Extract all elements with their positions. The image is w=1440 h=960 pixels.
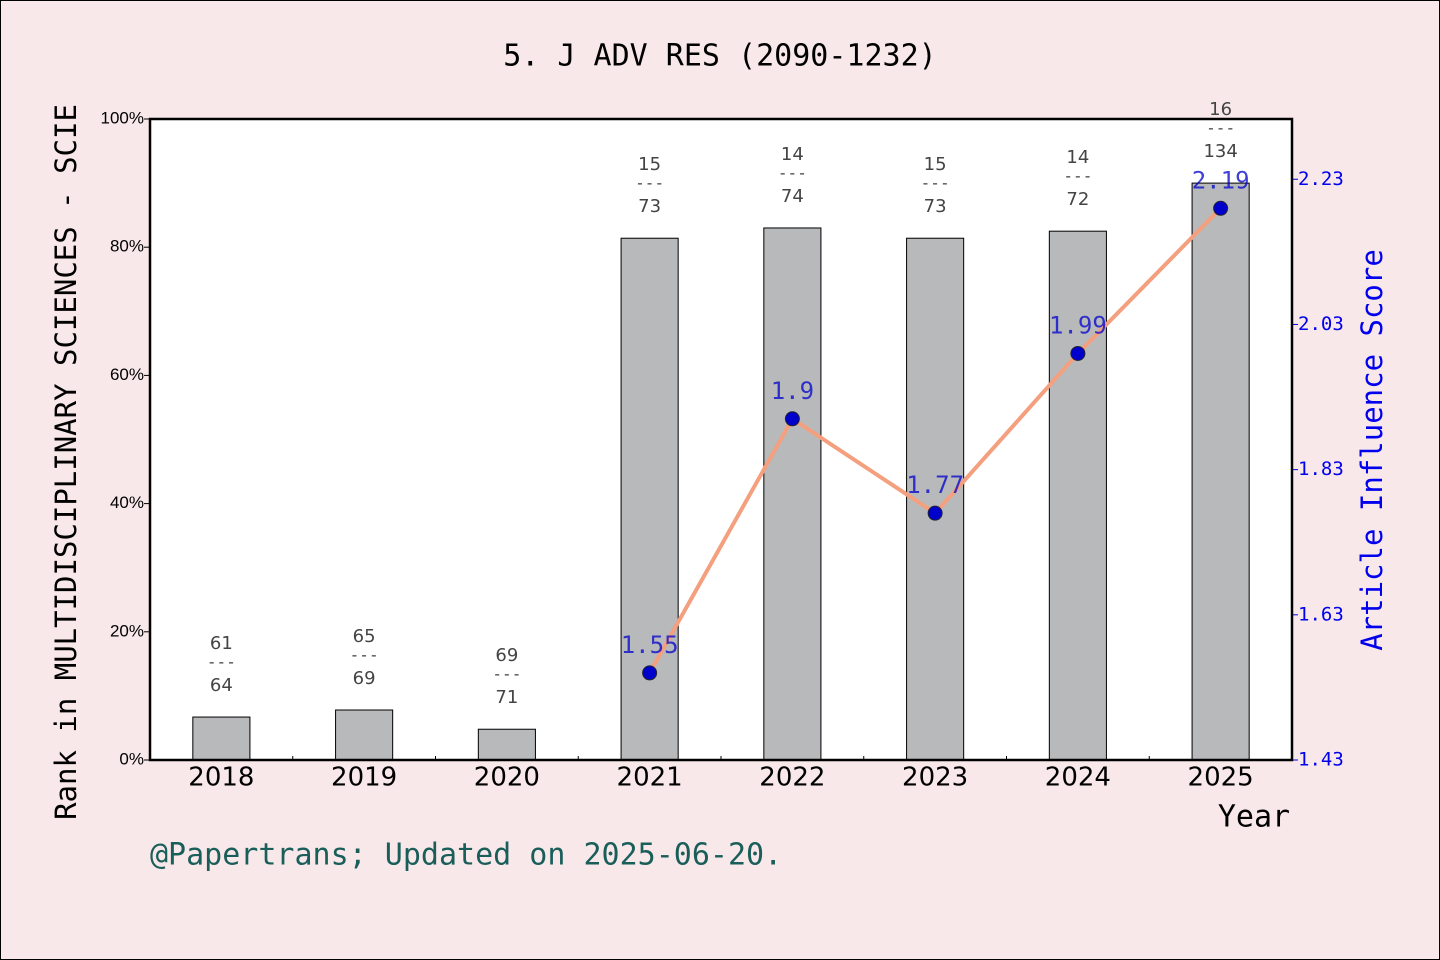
- rank-label: 14: [781, 144, 804, 165]
- rank-label: 15: [638, 154, 661, 175]
- y2-tick-label: 2.03: [1298, 313, 1344, 335]
- x-tick-label: 2019: [331, 763, 397, 793]
- total-label: 71: [495, 687, 518, 708]
- value-label: 1.99: [1049, 311, 1107, 339]
- y-tick-label: 60%: [110, 365, 144, 384]
- rank-label: 14: [1066, 147, 1089, 168]
- total-label: 74: [781, 186, 804, 207]
- separator: ---: [1063, 167, 1092, 186]
- rank-label: 16: [1209, 99, 1232, 120]
- y-axis-label: Rank in MULTIDISCIPLINARY SCIENCES - SCI…: [49, 104, 83, 820]
- rank-label: 65: [353, 626, 376, 647]
- point: [642, 665, 658, 681]
- bar: [763, 227, 822, 761]
- total-label: 73: [924, 196, 947, 217]
- rank-label: 61: [210, 633, 233, 654]
- y2-tick-label: 1.83: [1298, 458, 1344, 480]
- x-tick-label: 2023: [902, 763, 968, 793]
- x-axis-label: Year: [1218, 800, 1290, 835]
- y-tick-label: 40%: [110, 493, 144, 512]
- y2-tick-label: 1.43: [1298, 749, 1344, 771]
- bar: [477, 728, 536, 761]
- chart-title: 5. J ADV RES (2090-1232): [503, 39, 936, 74]
- y2-tick-label: 2.23: [1298, 168, 1344, 190]
- rank-label: 69: [495, 645, 518, 666]
- separator: ---: [778, 163, 807, 182]
- bar: [1191, 182, 1250, 761]
- value-label: 1.55: [621, 631, 679, 659]
- y-tick-label: 100%: [101, 108, 144, 127]
- x-tick-label: 2020: [474, 763, 540, 793]
- total-label: 134: [1203, 141, 1237, 162]
- point: [927, 505, 943, 521]
- separator: ---: [492, 665, 521, 684]
- bar: [1048, 230, 1107, 761]
- bar: [620, 237, 679, 761]
- point: [784, 411, 800, 427]
- bar: [335, 709, 394, 761]
- total-label: 72: [1066, 189, 1089, 210]
- total-label: 64: [210, 675, 233, 696]
- separator: ---: [1206, 119, 1235, 138]
- point: [1070, 345, 1086, 361]
- plot-frame: [148, 117, 1294, 762]
- total-label: 69: [353, 668, 376, 689]
- y-tick-label: 80%: [110, 237, 144, 256]
- x-tick-label: 2025: [1188, 763, 1254, 793]
- value-label: 2.19: [1192, 166, 1250, 194]
- x-tick-label: 2018: [188, 763, 254, 793]
- x-tick-label: 2024: [1045, 763, 1111, 793]
- x-tick-label: 2022: [759, 763, 825, 793]
- point: [1213, 200, 1229, 216]
- y-tick-label: 20%: [110, 621, 144, 640]
- separator: ---: [921, 174, 950, 193]
- rank-label: 15: [924, 154, 947, 175]
- plot-area: [150, 119, 1292, 760]
- y2-tick-label: 1.63: [1298, 603, 1344, 625]
- value-label: 1.77: [906, 471, 964, 499]
- y2-axis-label: Article Influence Score: [1355, 249, 1389, 651]
- y-tick-label: 0%: [119, 749, 144, 768]
- total-label: 73: [638, 196, 661, 217]
- footer: @Papertrans; Updated on 2025-06-20.: [150, 838, 782, 873]
- value-label: 1.9: [771, 377, 814, 405]
- bar: [192, 716, 251, 761]
- separator: ---: [350, 646, 379, 665]
- x-tick-label: 2021: [617, 763, 683, 793]
- separator: ---: [207, 653, 236, 672]
- separator: ---: [635, 174, 664, 193]
